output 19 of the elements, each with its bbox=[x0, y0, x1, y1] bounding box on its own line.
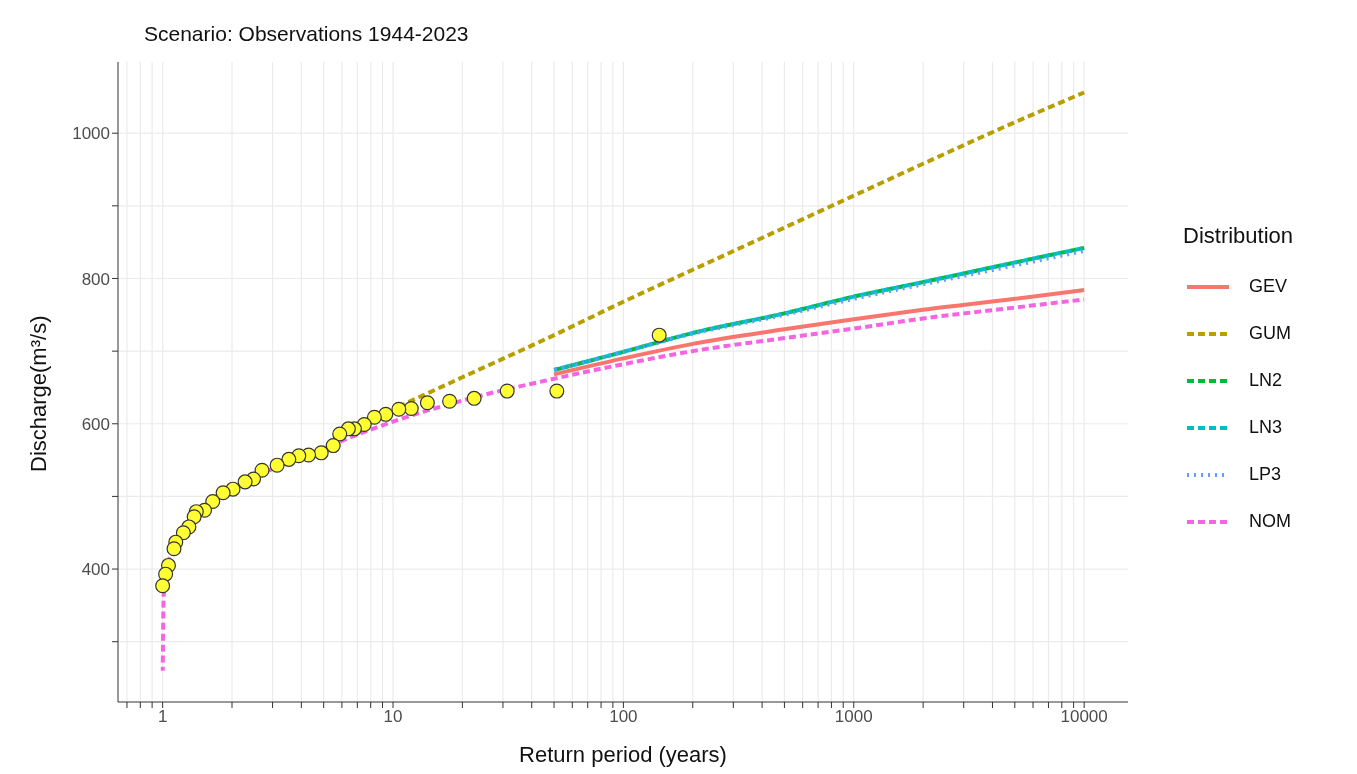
y-axis-title: Discharge(m³/s) bbox=[25, 315, 51, 472]
legend-label: LP3 bbox=[1249, 464, 1282, 485]
x-tick-label: 1000 bbox=[834, 707, 873, 727]
legend-label: GEV bbox=[1249, 276, 1288, 297]
legend-label: LN2 bbox=[1249, 370, 1283, 391]
y-tick-label: 400 bbox=[81, 560, 110, 580]
legend-title: Distribution bbox=[1183, 223, 1294, 249]
y-tick-label: 800 bbox=[81, 269, 110, 289]
x-tick-label: 10000 bbox=[1060, 707, 1108, 727]
legend-label: GUM bbox=[1249, 323, 1291, 344]
x-tick-label: 10 bbox=[383, 707, 403, 727]
legend-label: LN3 bbox=[1249, 417, 1283, 438]
x-tick-label: 1 bbox=[157, 707, 168, 727]
y-tick-label: 1000 bbox=[72, 124, 110, 144]
y-tick-label: 600 bbox=[81, 414, 110, 434]
x-axis-title: Return period (years) bbox=[519, 742, 727, 767]
legend-label: NOM bbox=[1249, 511, 1291, 532]
x-tick-label: 100 bbox=[609, 707, 638, 727]
chart-title: Scenario: Observations 1944-2023 bbox=[144, 22, 469, 46]
